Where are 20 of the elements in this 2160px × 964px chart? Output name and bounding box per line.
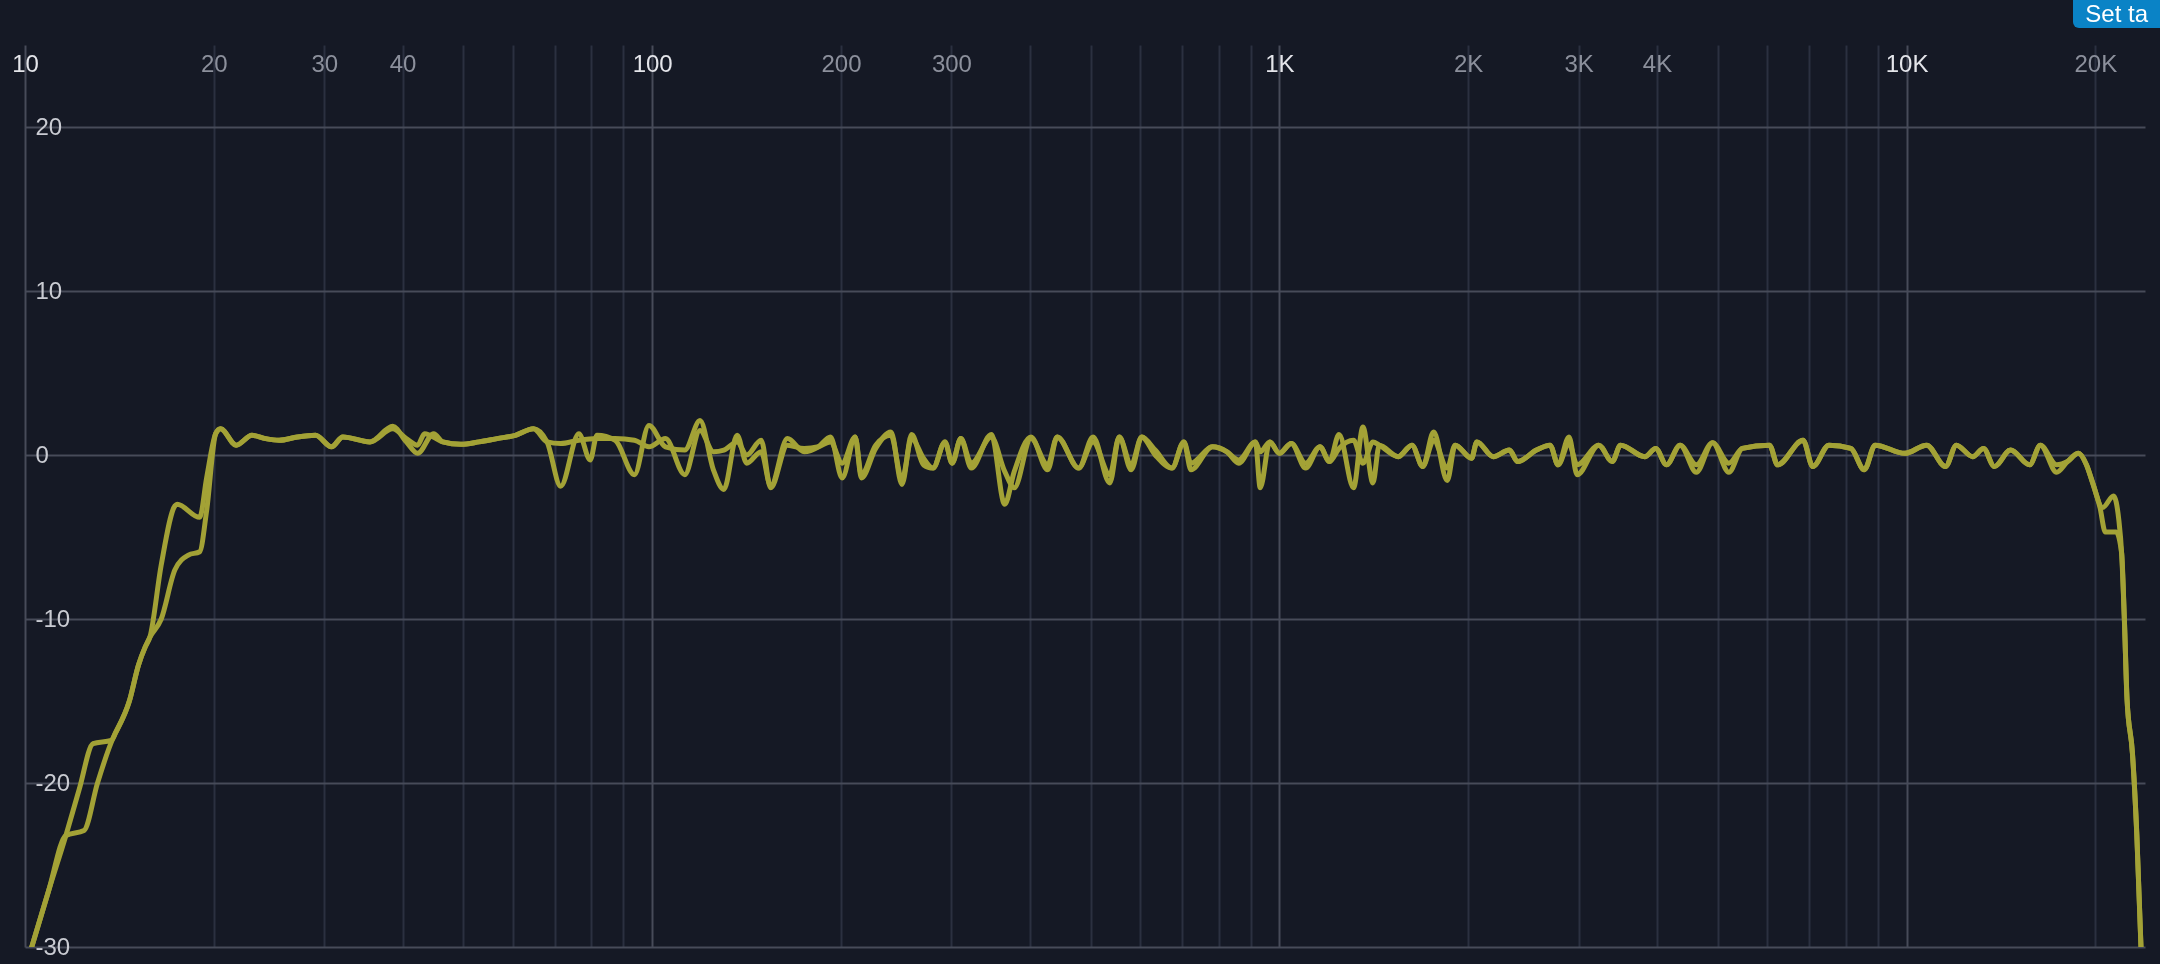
button: Set ta [2073, 0, 2160, 28]
x-tick-label: 10K [1885, 49, 1929, 77]
x-tick-label: 20 [200, 49, 228, 77]
x-tick-label: 4K [1642, 49, 1673, 77]
y-tick-label: -20 [35, 768, 71, 796]
y-tick-label: 20 [35, 112, 63, 140]
x-tick-label: 30 [311, 49, 339, 77]
x-tick-label: 200 [821, 49, 862, 77]
y-tick-label: -30 [35, 932, 71, 960]
x-tick-label: 2K [1453, 49, 1484, 77]
x-tick-label: 10 [12, 49, 39, 77]
x-tick-label: 1K [1265, 49, 1295, 77]
y-tick-label: 0 [35, 440, 49, 468]
y-tick-label: 10 [35, 276, 63, 304]
x-tick-label: 20K [2074, 49, 2118, 77]
x-tick-label: 3K [1564, 49, 1594, 77]
x-tick-label: 300 [931, 49, 972, 77]
x-tick-label: 100 [632, 49, 673, 77]
x-tick-label: 40 [389, 49, 417, 77]
y-tick-label: -10 [35, 604, 71, 632]
